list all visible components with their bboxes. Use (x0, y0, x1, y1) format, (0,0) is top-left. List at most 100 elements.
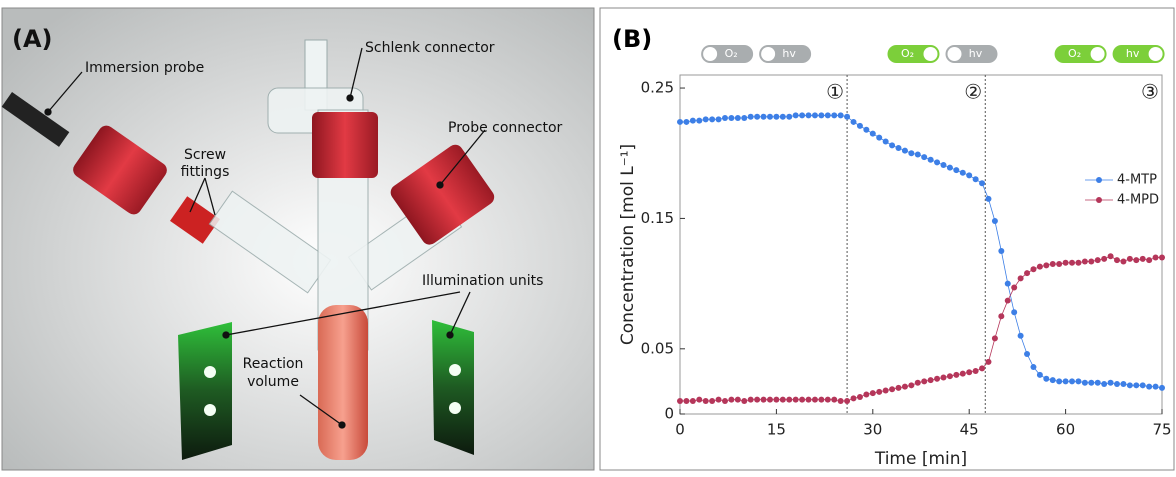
data-point (1049, 261, 1056, 268)
data-point (837, 397, 844, 404)
data-point (773, 113, 780, 120)
data-point (709, 397, 716, 404)
leader-line (439, 129, 486, 186)
data-point (1017, 275, 1024, 282)
data-point (779, 113, 786, 120)
data-point (1120, 258, 1127, 265)
data-point (901, 383, 908, 390)
data-point (709, 116, 716, 123)
data-point (850, 395, 857, 402)
data-point (786, 396, 793, 403)
data-point (779, 396, 786, 403)
data-point (850, 118, 857, 125)
probe-rod (1, 92, 70, 147)
data-point (786, 113, 793, 120)
data-point (1043, 262, 1050, 269)
data-point (754, 113, 761, 120)
data-point (1088, 379, 1095, 386)
data-point (831, 396, 838, 403)
data-point (715, 116, 722, 123)
toggle-knob (923, 47, 938, 61)
data-point (799, 112, 806, 119)
leader-dot (338, 421, 346, 429)
data-point (927, 156, 934, 163)
data-point (882, 387, 889, 394)
data-point (715, 396, 722, 403)
y-tick-label: 0.05 (641, 339, 674, 357)
phase-marker: ③ (1141, 80, 1159, 104)
data-point (844, 113, 851, 120)
data-point (818, 396, 825, 403)
data-point (1024, 351, 1031, 358)
data-point (1075, 378, 1082, 385)
data-point (1101, 255, 1108, 262)
data-point (921, 378, 928, 385)
leader-line (189, 177, 206, 213)
data-point (1088, 258, 1095, 265)
series-line (680, 255, 1162, 402)
data-point (728, 115, 735, 122)
data-point (766, 396, 773, 403)
x-tick-label: 30 (863, 421, 882, 439)
phase-marker: ① (826, 80, 844, 104)
data-point (1152, 254, 1159, 261)
data-point (773, 396, 780, 403)
x-tick-label: 15 (767, 421, 786, 439)
data-point (998, 248, 1005, 255)
data-point (1036, 371, 1043, 378)
leader-dot (346, 94, 354, 102)
leader-dot (436, 181, 444, 189)
data-point (1081, 258, 1088, 265)
data-point (1069, 378, 1076, 385)
data-point (856, 394, 863, 401)
annotation: Screw (184, 147, 226, 163)
toggle: O₂ (887, 45, 940, 63)
leader-line (299, 394, 343, 426)
legend-marker (1096, 197, 1102, 203)
data-point (1024, 270, 1031, 277)
leader-line (449, 291, 471, 336)
data-point (734, 115, 741, 122)
data-point (1056, 378, 1063, 385)
data-point (1159, 254, 1165, 261)
data-point (696, 117, 703, 124)
toggle: hv (945, 45, 998, 63)
toggle: O₂ (701, 45, 754, 63)
toggle-label: O₂ (901, 47, 914, 60)
data-point (1139, 255, 1146, 262)
y-tick-label: 0.25 (641, 79, 674, 97)
data-point (696, 396, 703, 403)
data-point (754, 396, 761, 403)
data-point (1101, 381, 1108, 388)
data-point (979, 180, 986, 187)
legend-marker (1096, 177, 1102, 183)
leader-line (204, 177, 216, 216)
data-point (1036, 263, 1043, 270)
data-point (1030, 266, 1037, 273)
data-point (792, 396, 799, 403)
data-point (702, 116, 709, 123)
leader-line (225, 291, 461, 336)
plot-frame (679, 74, 1163, 415)
data-point (927, 377, 934, 384)
data-point (1017, 332, 1024, 339)
data-point (1120, 381, 1127, 388)
data-point (908, 150, 915, 157)
leader-line (349, 47, 363, 99)
data-point (837, 112, 844, 119)
data-point (728, 396, 735, 403)
data-point (1043, 375, 1050, 382)
data-point (1062, 259, 1069, 266)
leader-dot (446, 331, 454, 339)
data-point (760, 113, 767, 120)
toggle-label: hv (782, 47, 796, 60)
x-tick-label: 75 (1152, 421, 1171, 439)
panel-label: (A) (12, 25, 53, 53)
data-point (844, 397, 851, 404)
data-point (1011, 284, 1018, 291)
data-point (1114, 257, 1121, 264)
data-point (863, 391, 870, 398)
data-point (1094, 379, 1101, 386)
data-point (895, 145, 902, 152)
data-point (940, 374, 947, 381)
